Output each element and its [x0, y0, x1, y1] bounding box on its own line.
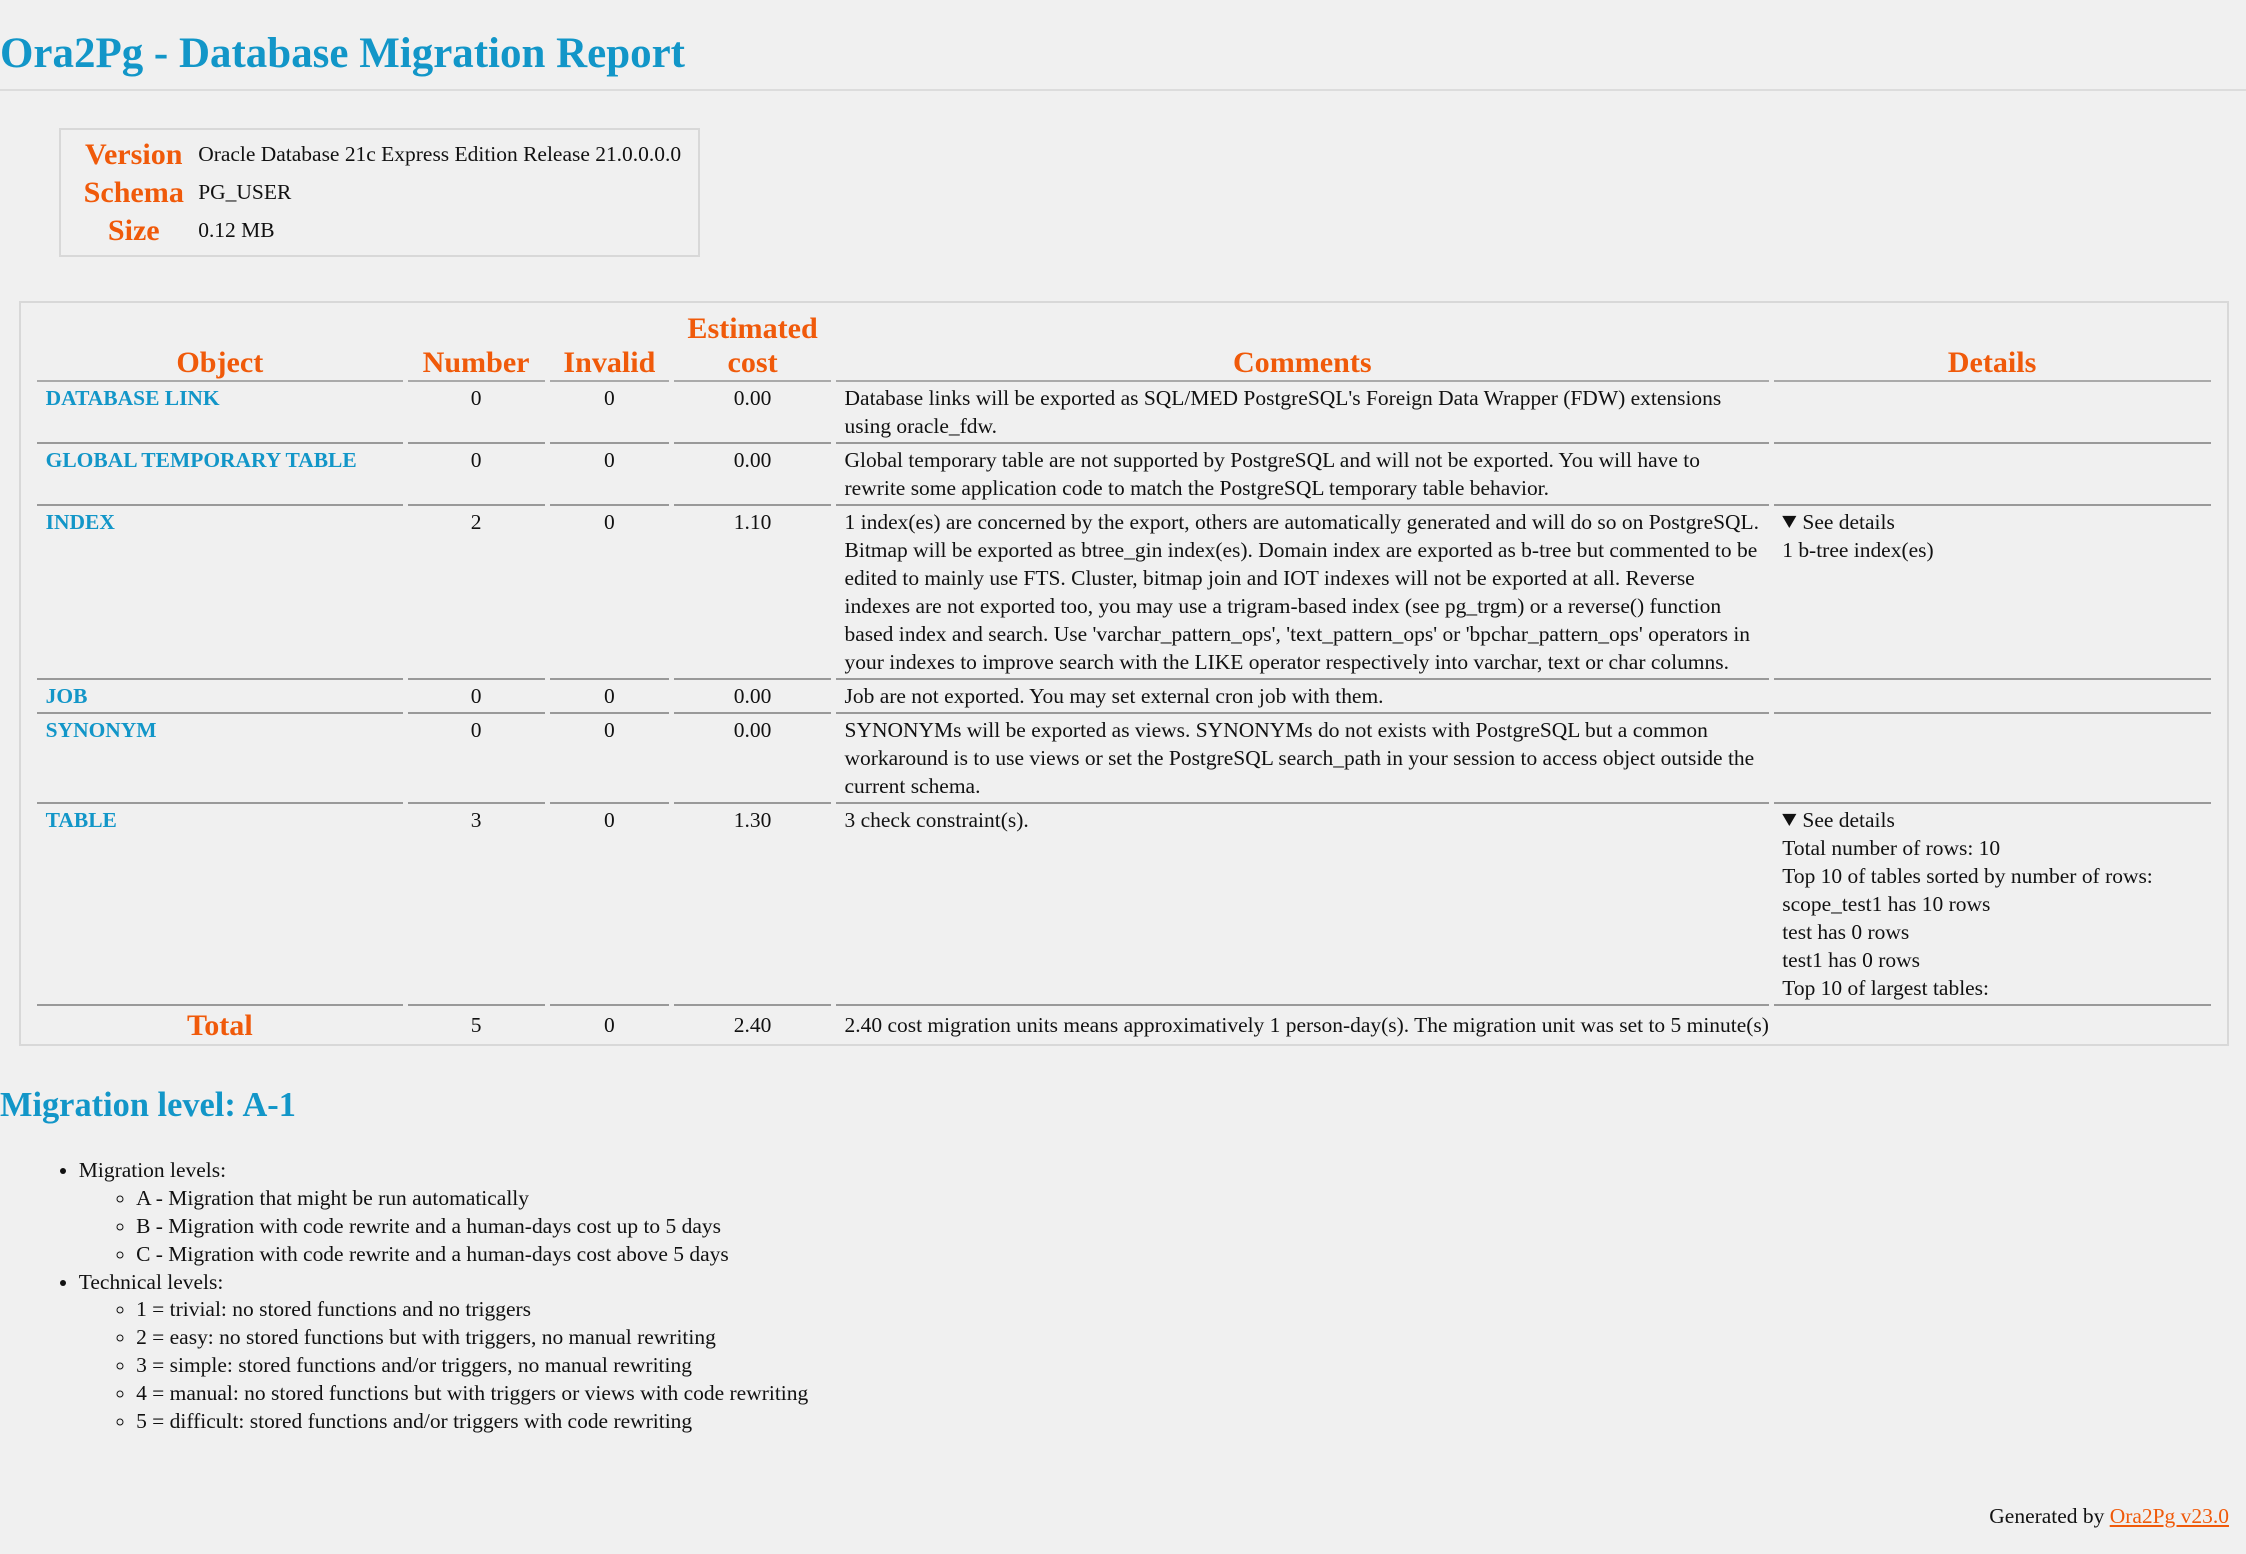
number-cell: 0: [407, 382, 545, 445]
info-row: Size 0.12 MB: [72, 212, 681, 250]
total-number: 5: [470, 1012, 482, 1037]
see-details-toggle[interactable]: See details: [1802, 808, 1895, 833]
page-title: Ora2Pg - Database Migration Report: [0, 0, 2246, 92]
info-box: Version Oracle Database 21c Express Editi…: [58, 128, 701, 258]
level-group-title: Migration levels:: [78, 1157, 227, 1182]
info-label: Size: [107, 213, 160, 248]
detail-line: Top 10 of tables sorted by number of row…: [1782, 864, 2153, 889]
level-item: C - Migration with code rewrite and a hu…: [136, 1241, 2246, 1269]
info-label: Version: [85, 137, 183, 172]
level-item: 2 = easy: no stored functions but with t…: [136, 1324, 2246, 1352]
invalid-cell: 0: [549, 804, 670, 1007]
total-label: Total: [186, 1007, 253, 1042]
footer-prefix: Generated by: [1989, 1504, 2110, 1529]
detail-line: scope_test1 has 10 rows: [1782, 892, 1991, 917]
level-sublist: 1 = trivial: no stored functions and no …: [79, 1296, 2246, 1436]
table-row: TABLE 3 0 1.30 3 check constraint(s). See det…: [37, 804, 2211, 1007]
column-header: Details: [1773, 305, 2211, 382]
total-cost: 2.40: [733, 1012, 772, 1037]
level-group-title: Technical levels:: [78, 1269, 224, 1294]
number-cell: 3: [407, 804, 545, 1007]
total-invalid: 0: [604, 1012, 615, 1037]
level-item: B - Migration with code rewrite and a hu…: [136, 1213, 2246, 1241]
invalid-cell: 0: [549, 714, 670, 805]
migration-level-heading: Migration level: A-1: [0, 1086, 296, 1125]
migration-table: Object Number Invalid Estimated cost Comment…: [18, 300, 2229, 1047]
column-header: Invalid: [549, 305, 670, 382]
object-name: INDEX: [37, 506, 403, 681]
detail-line: Total number of rows: 10: [1782, 836, 2001, 861]
column-header: Number: [407, 305, 545, 382]
object-name: GLOBAL TEMPORARY TABLE: [37, 444, 403, 507]
invalid-cell: 0: [549, 680, 670, 715]
ora2pg-link[interactable]: Ora2Pg v23.0: [2109, 1504, 2229, 1529]
detail-line: test1 has 0 rows: [1782, 947, 1920, 972]
details-cell: [1773, 714, 2211, 805]
total-comments: 2.40 cost migration units means approxim…: [844, 1012, 1769, 1037]
levels-list: Migration levels: A - Migration that migh…: [21, 1157, 2246, 1436]
info-label: Schema: [83, 175, 184, 210]
object-name: JOB: [37, 680, 403, 715]
object-name: TABLE: [37, 804, 403, 1007]
invalid-cell: 0: [549, 444, 670, 507]
level-sublist: A - Migration that might be run automati…: [79, 1185, 2246, 1269]
column-header: Comments: [835, 305, 1769, 382]
comments-cell: 3 check constraint(s).: [835, 804, 1769, 1007]
level-item: 4 = manual: no stored functions but with…: [136, 1380, 2246, 1408]
invalid-cell: 0: [549, 506, 670, 681]
level-item: 5 = difficult: stored functions and/or t…: [136, 1408, 2246, 1436]
level-item: 3 = simple: stored functions and/or trig…: [136, 1352, 2246, 1380]
cost-cell: 0.00: [674, 444, 831, 507]
cost-cell: 1.30: [674, 804, 831, 1007]
number-cell: 0: [407, 714, 545, 805]
column-header: Estimated cost: [674, 305, 831, 382]
invalid-cell: 0: [549, 382, 670, 445]
table-row: DATABASE LINK 0 0 0.00 Database links will b…: [37, 382, 2211, 445]
details-cell: See details Total number of rows: 10 Top 1…: [1773, 804, 2211, 1007]
table-row: JOB 0 0 0.00 Job are not exported. You may s…: [37, 680, 2211, 715]
table-row: SYNONYM 0 0 0.00 SYNONYMs will be exported a…: [37, 714, 2211, 805]
number-cell: 0: [407, 444, 545, 507]
info-value: Oracle Database 21c Express Edition Rele…: [198, 142, 682, 167]
object-name: SYNONYM: [37, 714, 403, 805]
comments-cell: Database links will be exported as SQL/M…: [835, 382, 1769, 445]
table-row: GLOBAL TEMPORARY TABLE 0 0 0.00 Global tempo…: [37, 444, 2211, 507]
details-cell: See details 1 b-tree index(es): [1773, 506, 2211, 681]
details-disclosure[interactable]: See details 1 b-tree index(es): [1782, 509, 2202, 565]
cost-cell: 0.00: [674, 382, 831, 445]
detail-line: Top 10 of largest tables:: [1782, 975, 1990, 1000]
detail-line: 1 b-tree index(es): [1782, 537, 1934, 562]
column-header: Object: [37, 305, 403, 382]
cost-cell: 1.10: [674, 506, 831, 681]
comments-cell: SYNONYMs will be exported as views. SYNO…: [835, 714, 1769, 805]
comments-cell: Job are not exported. You may set extern…: [835, 680, 1769, 715]
comments-cell: 1 index(es) are concerned by the export,…: [835, 506, 1769, 681]
level-group: Migration levels: A - Migration that migh…: [79, 1157, 2246, 1269]
info-row: Schema PG_USER: [72, 174, 681, 212]
details-disclosure[interactable]: See details Total number of rows: 10 Top 1…: [1782, 807, 2202, 1003]
see-details-toggle[interactable]: See details: [1802, 510, 1895, 535]
number-cell: 2: [407, 506, 545, 681]
details-cell: [1773, 680, 2211, 715]
comments-cell: Global temporary table are not supported…: [835, 444, 1769, 507]
number-cell: 0: [407, 680, 545, 715]
total-row: Total 5 0 2.40 2.40 cost migration units mea…: [37, 1006, 2210, 1041]
details-cell: [1773, 382, 2211, 445]
level-group: Technical levels:1 = trivial: no stored …: [79, 1269, 2246, 1437]
cost-cell: 0.00: [674, 714, 831, 805]
info-value: PG_USER: [198, 180, 292, 205]
level-item: 1 = trivial: no stored functions and no …: [136, 1296, 2246, 1324]
cost-cell: 0.00: [674, 680, 831, 715]
table-row: INDEX 2 0 1.10 1 index(es) are concerned by …: [37, 506, 2211, 681]
level-item: A - Migration that might be run automati…: [136, 1185, 2246, 1213]
footer: Generated by Ora2Pg v23.0: [1989, 1504, 2229, 1529]
detail-line: test has 0 rows: [1782, 920, 1910, 944]
info-row: Version Oracle Database 21c Express Editi…: [72, 136, 681, 174]
details-cell: [1773, 444, 2211, 507]
object-name: DATABASE LINK: [37, 382, 403, 445]
info-value: 0.12 MB: [198, 218, 275, 243]
